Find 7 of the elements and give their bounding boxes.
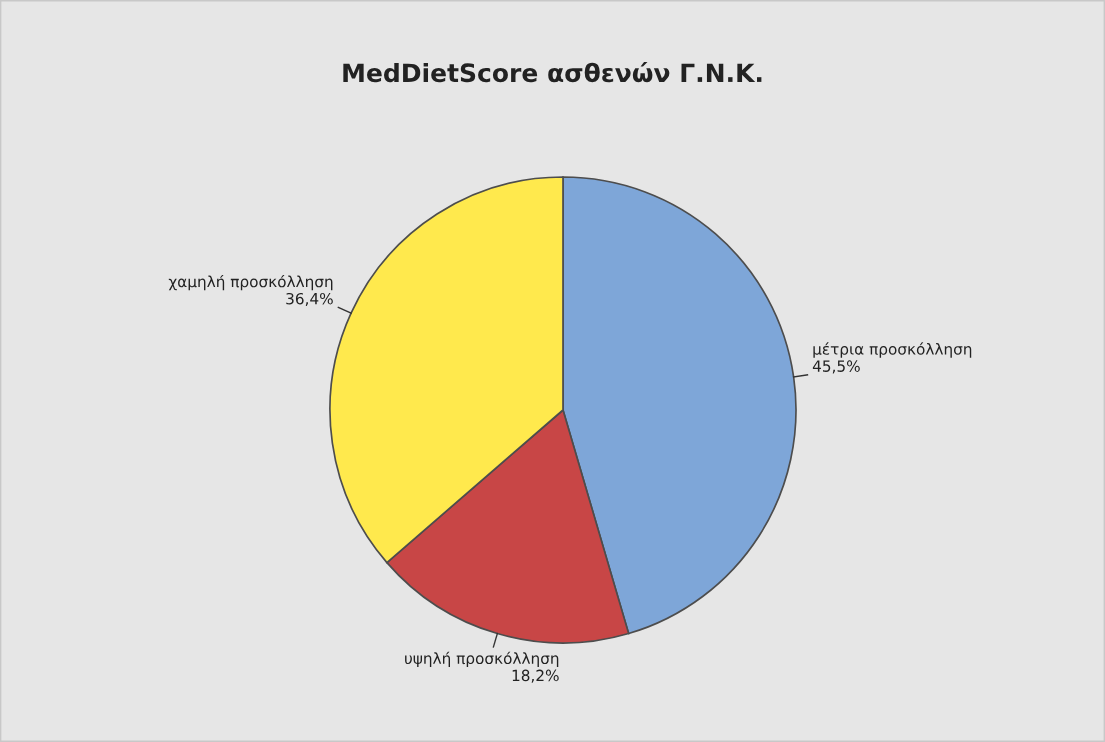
slice-label: χαμηλή προσκόλληση [168,274,333,291]
slice-label: υψηλή προσκόλληση [405,651,559,668]
chart-title: MedDietScore ασθενών Γ.Ν.Κ. [343,61,762,83]
data-label: 36,4% [286,292,333,306]
data-label: 45,5% [812,360,860,374]
data-label: 18,2% [512,669,559,683]
slice-label: μέτρια προσκόλληση [813,342,972,358]
